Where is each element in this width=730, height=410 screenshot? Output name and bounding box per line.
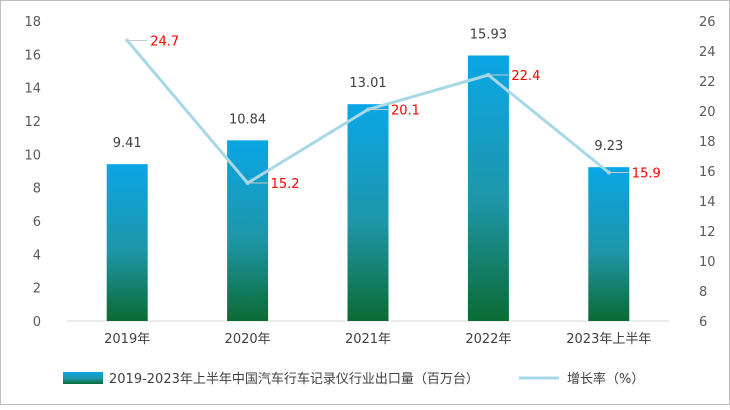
axes-layer: 024681012141618681012141618202224262019年… [24, 15, 715, 347]
y-right-tick-label: 8 [699, 285, 707, 300]
growth-rate-label: 22.4 [511, 69, 540, 84]
bar-value-label: 9.23 [594, 139, 623, 154]
y-left-tick-label: 18 [24, 15, 41, 30]
growth-rate-label: 24.7 [150, 35, 179, 50]
bar-value-label: 15.93 [470, 28, 507, 43]
y-left-tick-label: 14 [24, 82, 41, 97]
bar-value-label: 9.41 [113, 136, 142, 151]
bar [467, 55, 509, 321]
bars-layer [106, 55, 630, 322]
y-right-tick-label: 12 [699, 225, 716, 240]
legend-bar-swatch [63, 372, 103, 384]
line-layer [125, 38, 629, 185]
y-right-tick-label: 18 [699, 135, 716, 150]
y-left-tick-label: 12 [24, 115, 41, 130]
y-right-tick-label: 20 [699, 105, 716, 120]
y-right-tick-label: 22 [699, 75, 716, 90]
y-right-tick-label: 16 [699, 165, 716, 180]
y-right-tick-label: 24 [699, 45, 716, 60]
legend-line-label: 增长率（%） [567, 371, 644, 387]
y-left-tick-label: 0 [33, 315, 41, 330]
growth-rate-label: 15.9 [632, 167, 661, 182]
growth-rate-label: 20.1 [391, 104, 420, 119]
y-left-tick-label: 8 [33, 182, 41, 197]
x-tick-label: 2023年上半年 [566, 332, 651, 347]
labels-layer: 9.41 10.84 13.01 15.93 9.23 24.7 15.2 20.1 22.4 1… [113, 28, 661, 193]
y-right-tick-label: 10 [699, 255, 716, 270]
x-tick-label: 2021年 [345, 332, 391, 347]
legend-bar-label: 2019-2023年上半年中国汽车行车记录仪行业出口量（百万台） [109, 371, 479, 387]
y-right-tick-label: 14 [699, 195, 716, 210]
y-right-tick-label: 26 [699, 15, 716, 30]
bar-value-label: 13.01 [349, 76, 386, 91]
y-left-tick-label: 10 [24, 148, 41, 163]
bar-value-label: 10.84 [229, 112, 266, 127]
growth-rate-label: 15.2 [271, 177, 300, 192]
y-left-tick-label: 2 [33, 282, 41, 297]
x-tick-label: 2022年 [465, 332, 511, 347]
y-right-tick-label: 6 [699, 315, 707, 330]
y-left-tick-label: 16 [24, 48, 41, 63]
y-left-tick-label: 6 [33, 215, 41, 230]
bar [106, 164, 148, 321]
y-left-tick-label: 4 [33, 248, 41, 263]
x-tick-label: 2019年 [104, 332, 150, 347]
legend: 2019-2023年上半年中国汽车行车记录仪行业出口量（百万台） 增长率（%） [63, 371, 644, 387]
x-tick-label: 2020年 [225, 332, 271, 347]
bar [588, 167, 630, 321]
bar [347, 104, 389, 322]
bar [227, 140, 269, 321]
